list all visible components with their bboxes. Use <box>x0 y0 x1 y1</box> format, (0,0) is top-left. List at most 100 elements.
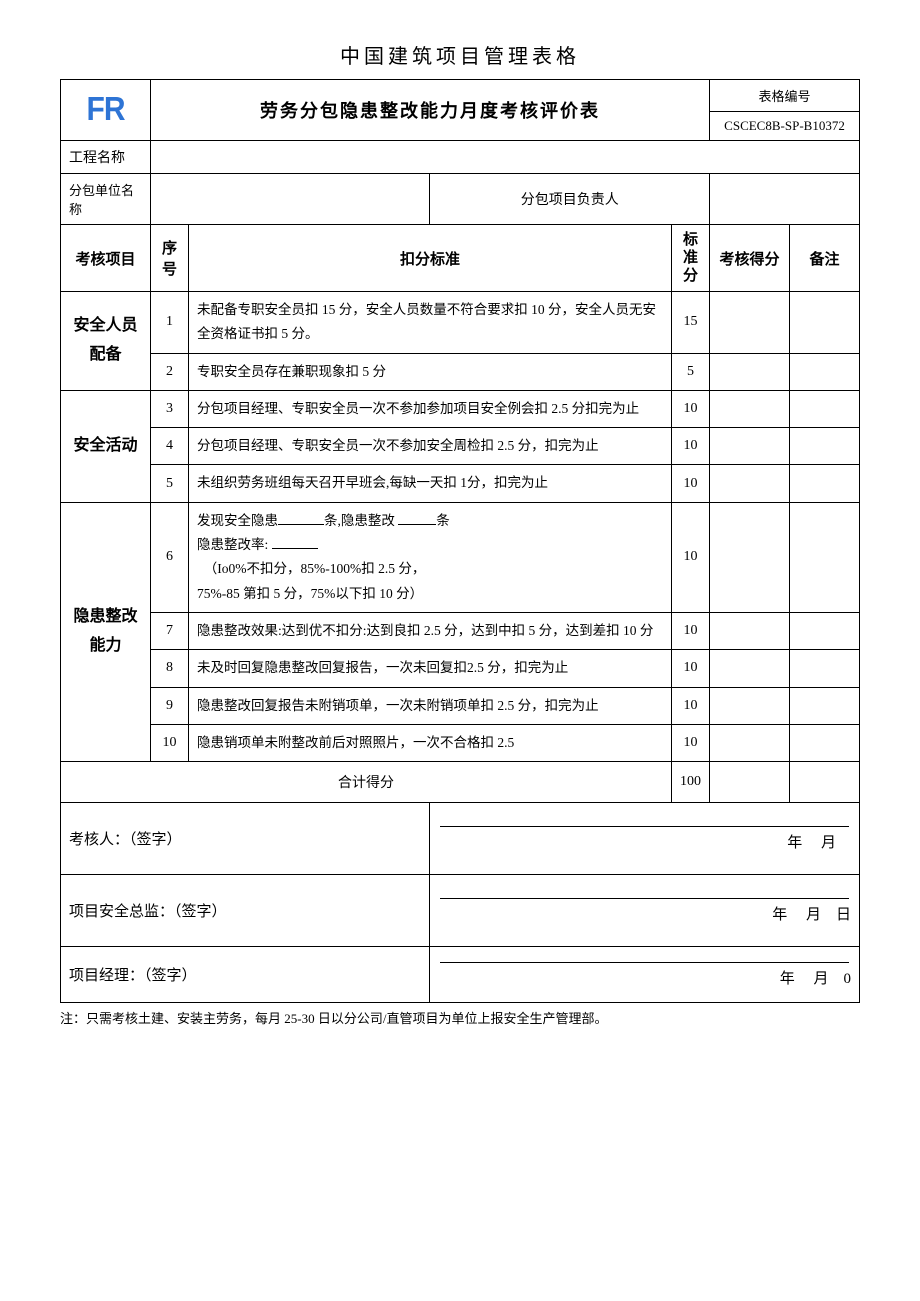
col-remark: 备注 <box>790 225 860 292</box>
seq-cell: 2 <box>151 353 189 390</box>
score-cell[interactable] <box>710 724 790 761</box>
total-label: 合计得分 <box>61 762 672 803</box>
criteria-cell: 隐患销项单未附整改前后对照照片，一次不合格扣 2.5 <box>189 724 672 761</box>
safety-director-label: 项目安全总监：（签字） <box>69 904 227 920</box>
criteria-cell: 分包项目经理、专职安全员一次不参加参加项目安全例会扣 2.5 分扣完为止 <box>189 390 672 427</box>
remark-cell[interactable] <box>790 650 860 687</box>
remark-cell[interactable] <box>790 292 860 354</box>
criteria-cell: 分包项目经理、专职安全员一次不参加安全周检扣 2.5 分，扣完为止 <box>189 428 672 465</box>
std-cell: 10 <box>672 612 710 649</box>
score-cell[interactable] <box>710 292 790 354</box>
blank-field[interactable] <box>272 535 318 549</box>
col-seq: 序号 <box>151 225 189 292</box>
r6-p1c: 条 <box>436 513 450 528</box>
remark-cell[interactable] <box>790 353 860 390</box>
date-alt-end: 0 <box>844 971 852 987</box>
seq-cell: 1 <box>151 292 189 354</box>
seq-cell: 6 <box>151 502 189 612</box>
seq-cell: 8 <box>151 650 189 687</box>
remark-cell[interactable] <box>790 612 860 649</box>
category-safety-activity: 安全活动 <box>61 390 151 502</box>
sub-pm-label: 分包项目负责人 <box>430 174 710 225</box>
score-cell[interactable] <box>710 687 790 724</box>
remark-cell[interactable] <box>790 390 860 427</box>
main-table: FR 劳务分包隐患整改能力月度考核评价表 表格编号 CSCEC8B-SP-B10… <box>60 79 860 1003</box>
score-cell[interactable] <box>710 502 790 612</box>
date-d: 日 <box>836 907 851 923</box>
remark-cell[interactable] <box>790 502 860 612</box>
date-y: 年 <box>780 971 795 987</box>
criteria-cell: 未及时回复隐患整改回复报告，一次未回复扣2.5 分，扣完为止 <box>189 650 672 687</box>
score-cell[interactable] <box>710 390 790 427</box>
safety-director-date[interactable]: 年 月 日 <box>430 875 860 947</box>
date-m: 月 <box>806 907 821 923</box>
date-m: 月 <box>821 835 836 851</box>
std-cell: 10 <box>672 502 710 612</box>
sub-unit-value[interactable] <box>151 174 430 225</box>
logo-icon: FR <box>87 91 125 128</box>
form-code-label: 表格编号 <box>710 80 860 112</box>
form-code-value: CSCEC8B-SP-B10372 <box>710 112 860 141</box>
criteria-cell: 未配备专职安全员扣 15 分，安全人员数量不符合要求扣 10 分，安全人员无安全… <box>189 292 672 354</box>
blank-field[interactable] <box>278 511 324 525</box>
seq-cell: 3 <box>151 390 189 427</box>
seq-cell: 5 <box>151 465 189 502</box>
col-score: 考核得分 <box>710 225 790 292</box>
seq-cell: 9 <box>151 687 189 724</box>
blank-field[interactable] <box>398 511 436 525</box>
page-title: 中国建筑项目管理表格 <box>60 40 860 69</box>
std-cell: 5 <box>672 353 710 390</box>
criteria-cell: 隐患整改效果:达到优不扣分:达到良扣 2.5 分，达到中扣 5 分，达到差扣 1… <box>189 612 672 649</box>
criteria-cell: 隐患整改回复报告未附销项单，一次未附销项单扣 2.5 分，扣完为止 <box>189 687 672 724</box>
std-cell: 10 <box>672 428 710 465</box>
category-safety-personnel: 安全人员配备 <box>61 292 151 391</box>
date-y: 年 <box>787 835 802 851</box>
pm-date[interactable]: 年 月 0 <box>430 947 860 1003</box>
remark-cell[interactable] <box>790 465 860 502</box>
sub-unit-label: 分包单位名称 <box>61 174 151 225</box>
pm-sign-block[interactable]: 项目经理：（签字） <box>61 947 430 1003</box>
r6-p1b: 条,隐患整改 <box>324 513 395 528</box>
std-cell: 10 <box>672 687 710 724</box>
std-cell: 10 <box>672 650 710 687</box>
score-cell[interactable] <box>710 465 790 502</box>
score-cell[interactable] <box>710 428 790 465</box>
score-cell[interactable] <box>710 650 790 687</box>
category-rectification: 隐患整改能力 <box>61 502 151 761</box>
safety-director-sign-block[interactable]: 项目安全总监：（签字） <box>61 875 430 947</box>
pm-label: 项目经理：（签字） <box>69 968 197 984</box>
r6-p1a: 发现安全隐患 <box>197 513 278 528</box>
footnote: 注：只需考核土建、安装主劳务，每月 25-30 日以分公司/直管项目为单位上报安… <box>60 1009 860 1029</box>
total-remark-cell[interactable] <box>790 762 860 803</box>
seq-cell: 4 <box>151 428 189 465</box>
remark-cell[interactable] <box>790 724 860 761</box>
date-m: 月 <box>813 971 828 987</box>
seq-cell: 7 <box>151 612 189 649</box>
score-cell[interactable] <box>710 612 790 649</box>
sub-pm-value[interactable] <box>710 174 860 225</box>
score-cell[interactable] <box>710 353 790 390</box>
criteria-cell-6: 发现安全隐患 条,隐患整改 条 隐患整改率: （Io0%不扣分，85%-100%扣… <box>189 502 672 612</box>
total-score-cell[interactable] <box>710 762 790 803</box>
assessor-sign-block[interactable]: 考核人：（签字） <box>61 803 430 875</box>
seq-cell: 10 <box>151 724 189 761</box>
r6-p3: （Io0%不扣分，85%-100%扣 2.5 分， <box>204 561 426 576</box>
form-title: 劳务分包隐患整改能力月度考核评价表 <box>151 80 710 141</box>
col-category: 考核项目 <box>61 225 151 292</box>
std-cell: 10 <box>672 724 710 761</box>
remark-cell[interactable] <box>790 687 860 724</box>
project-name-label: 工程名称 <box>61 141 151 174</box>
assessor-label: 考核人：（签字） <box>69 832 182 848</box>
date-y: 年 <box>772 907 787 923</box>
std-cell: 10 <box>672 465 710 502</box>
col-std: 标准分 <box>672 225 710 292</box>
std-cell: 10 <box>672 390 710 427</box>
total-value: 100 <box>672 762 710 803</box>
assessor-date[interactable]: 年 月 <box>430 803 860 875</box>
project-name-value[interactable] <box>151 141 860 174</box>
col-criteria: 扣分标准 <box>189 225 672 292</box>
criteria-cell: 未组织劳务班组每天召开早班会,每缺一天扣 1分，扣完为止 <box>189 465 672 502</box>
r6-p4: 75%-85 第扣 5 分，75%以下扣 10 分） <box>197 586 423 601</box>
r6-p2: 隐患整改率: <box>197 537 268 552</box>
remark-cell[interactable] <box>790 428 860 465</box>
